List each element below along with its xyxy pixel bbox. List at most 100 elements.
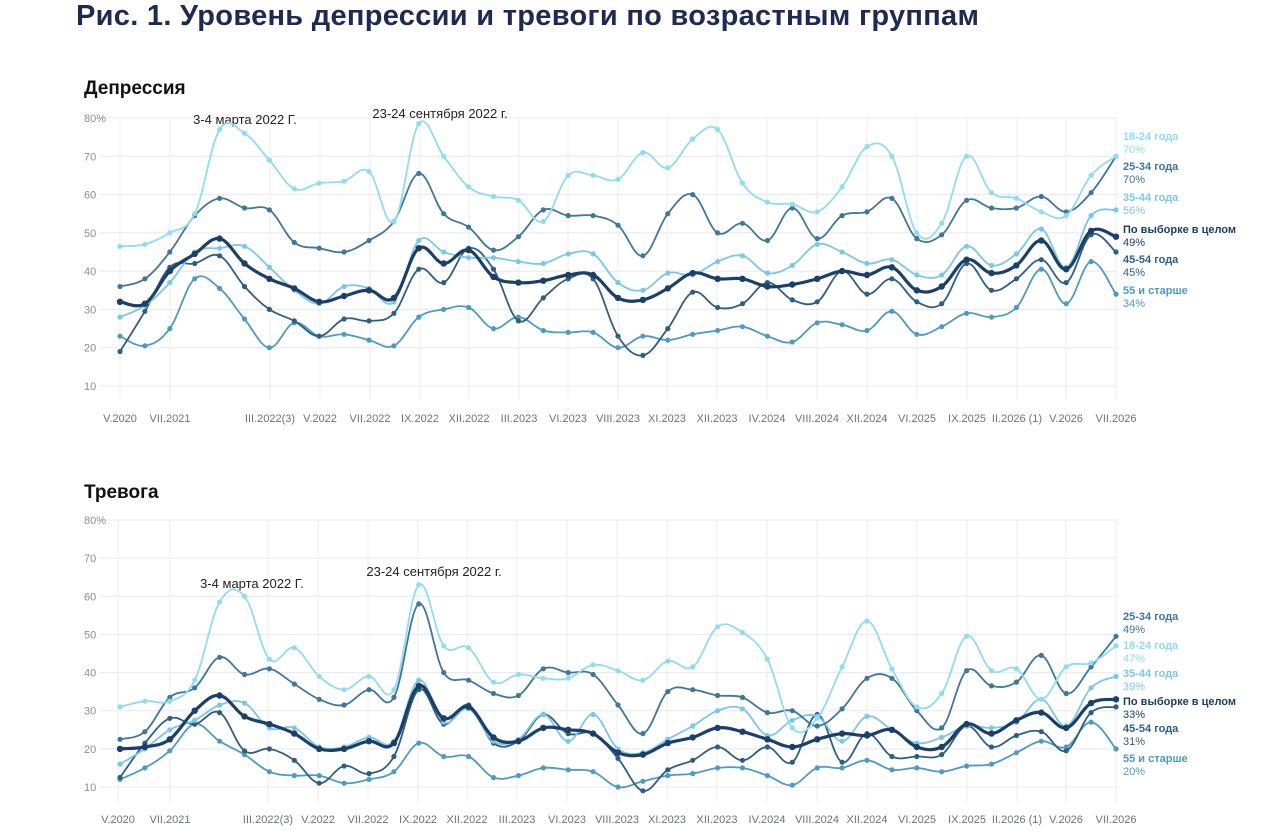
dep-data-point [540, 207, 546, 213]
anx-legend-name: 18-24 года [1123, 640, 1179, 652]
anx-data-point [217, 702, 223, 708]
anx-y-tick-label: 30 [84, 706, 96, 718]
anx-data-point [1013, 717, 1020, 724]
dep-data-point [789, 205, 795, 211]
anx-y-tick-label: 10 [84, 782, 96, 794]
dep-data-point [565, 329, 571, 335]
dep-data-point [341, 283, 347, 290]
dep-data-point [565, 271, 572, 279]
dep-data-point [964, 197, 970, 203]
dep-data-point [938, 283, 945, 290]
dep-data-point [939, 324, 945, 330]
dep-data-point [167, 249, 173, 255]
dep-data-point [839, 213, 845, 219]
dep-data-point [390, 294, 398, 302]
dep-data-point [888, 264, 896, 271]
anx-data-point [1013, 679, 1020, 685]
anx-data-point [192, 717, 198, 723]
dep-x-tick-label: III.2022(3) [245, 413, 295, 425]
dep-data-point [889, 195, 895, 201]
anx-chart: 80% 70 60 50 40 30 20 10 V.2020 VII.2021 III.2022(… [84, 515, 1236, 826]
anx-data-point [1088, 660, 1094, 666]
anx-data-point [988, 668, 995, 674]
dep-data-point [690, 136, 696, 142]
dep-data-point [1063, 213, 1069, 219]
anx-data-point [341, 763, 347, 769]
dep-data-point [690, 331, 696, 337]
dep-data-point [191, 250, 198, 258]
dep-data-point [914, 230, 920, 236]
dep-data-point [789, 262, 795, 268]
dep-chart: 80% 70 60 50 40 30 20 10 V.2020 VII.2021 III.2022(… [84, 106, 1236, 425]
anx-series-18-24 [117, 582, 1119, 734]
anx-data-point [864, 757, 870, 763]
anx-data-point [490, 679, 497, 685]
dep-data-point [814, 209, 820, 215]
anx-series-55+ [117, 719, 1119, 790]
dep-data-point [864, 327, 870, 334]
dep-series-18-24 [117, 120, 1119, 249]
dep-data-point [889, 276, 895, 282]
dep-data-point [789, 339, 795, 345]
anx-data-point [1112, 696, 1120, 703]
anx-data-point [665, 658, 671, 664]
dep-data-point [1038, 226, 1044, 232]
anx-data-point [764, 744, 771, 750]
dep-data-point [466, 255, 472, 261]
anx-data-point [615, 755, 621, 762]
anx-x-tick-label: VII.2026 [1096, 814, 1137, 826]
dep-data-point [365, 287, 373, 294]
dep-y-tick-label: 20 [84, 343, 96, 355]
dep-data-point [540, 218, 546, 224]
anx-data-point [590, 671, 596, 678]
dep-y-tick-label: 60 [84, 190, 96, 202]
dep-data-point [291, 285, 298, 292]
dep-data-point [1013, 195, 1020, 201]
anx-data-point [540, 675, 546, 681]
anx-y-tick-label: 50 [84, 629, 96, 641]
dep-data-point [1113, 249, 1119, 255]
anx-data-point [142, 729, 148, 735]
anx-data-point [739, 757, 746, 763]
anx-data-point [515, 692, 522, 699]
dep-x-tick-label: VIII.2023 [596, 413, 640, 425]
anx-data-point [1087, 699, 1095, 707]
anx-data-point [565, 767, 571, 773]
anx-data-point [391, 753, 397, 760]
dep-data-point [863, 271, 871, 279]
dep-data-point [217, 195, 223, 201]
anx-y-tick-label: 80% [84, 515, 106, 527]
dep-data-point [217, 126, 223, 133]
anx-data-point [590, 662, 596, 668]
dep-x-tick-label: V.2026 [1049, 413, 1083, 425]
anx-data-point [889, 767, 895, 773]
dep-x-tick-label: IV.2024 [749, 413, 786, 425]
dep-data-point [441, 249, 447, 255]
dep-data-point [441, 280, 447, 286]
dep-data-point [664, 285, 671, 292]
anx-data-point [839, 759, 845, 765]
anx-data-point [167, 698, 173, 704]
dep-data-point [988, 314, 995, 320]
dep-data-point [341, 316, 347, 322]
dep-data-point [341, 331, 347, 337]
dep-data-point [1087, 227, 1095, 235]
dep-data-point [166, 267, 173, 275]
anx-data-point [789, 782, 795, 788]
dep-data-point [964, 310, 970, 316]
anx-data-point [939, 690, 945, 697]
dep-data-point [565, 172, 571, 178]
dep-data-point [665, 211, 671, 217]
dep-data-point [814, 299, 820, 305]
dep-data-point [614, 294, 622, 302]
anx-series-line [119, 583, 1117, 734]
anx-series-overall [116, 682, 1120, 758]
dep-data-point [864, 209, 870, 215]
dep-x-tick-label: II.2026 (1) [992, 413, 1042, 425]
dep-data-point [366, 237, 372, 244]
anx-data-point [863, 732, 871, 739]
